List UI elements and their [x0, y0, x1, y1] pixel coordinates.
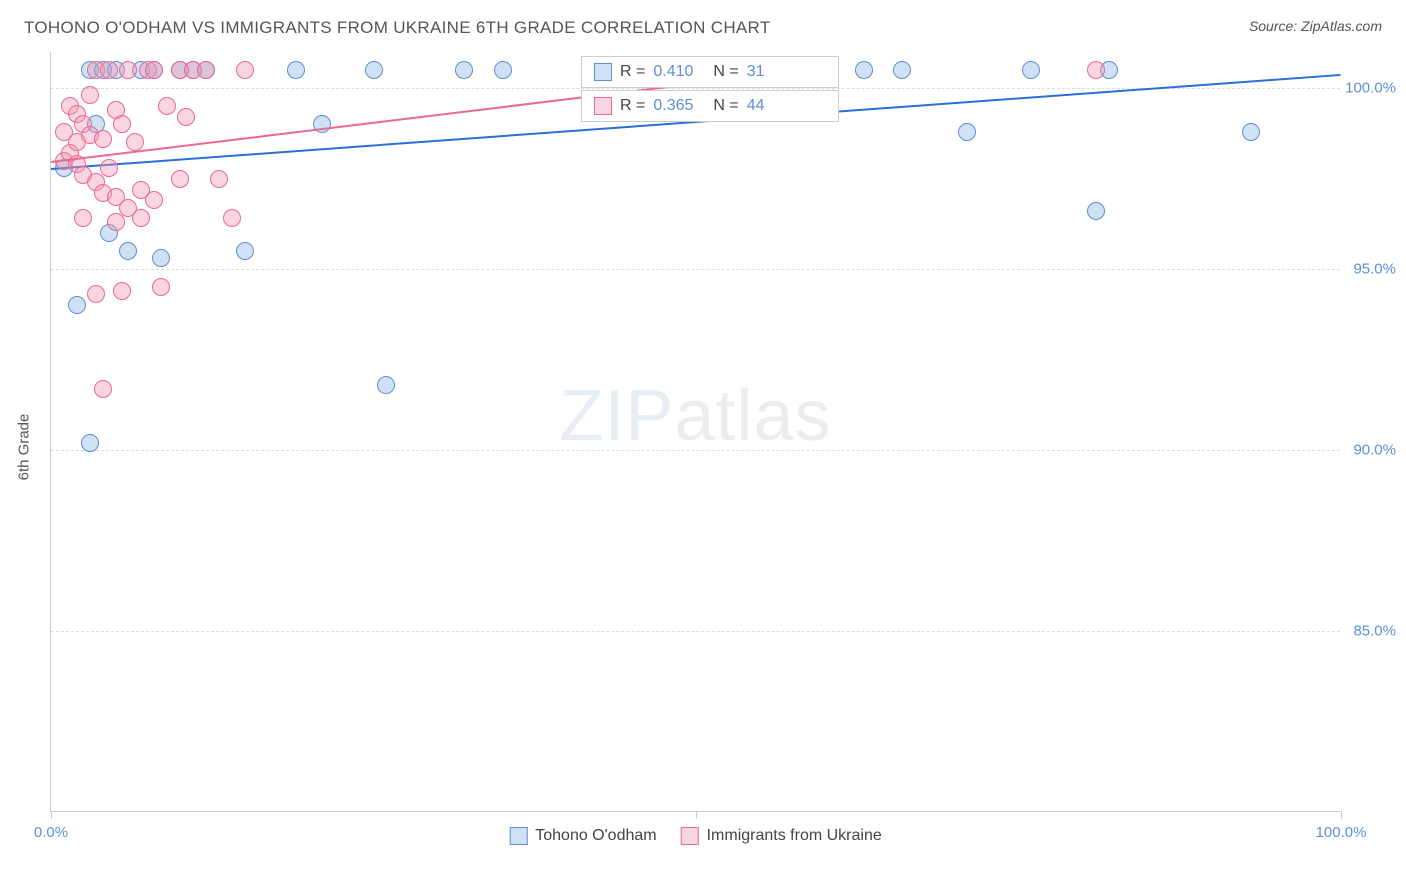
data-point: [377, 376, 395, 394]
plot-region: ZIPatlas 85.0%90.0%95.0%100.0%0.0%100.0%…: [50, 52, 1340, 812]
data-point: [1242, 123, 1260, 141]
data-point: [893, 61, 911, 79]
stats-r-label: R =: [620, 97, 645, 115]
y-axis-label: 6th Grade: [16, 414, 33, 481]
legend-item: Immigrants from Ukraine: [681, 827, 882, 845]
stats-row: R = 0.365 N = 44: [581, 90, 839, 122]
stats-n-value: 31: [747, 63, 765, 81]
data-point: [236, 61, 254, 79]
data-point: [236, 242, 254, 260]
data-point: [119, 61, 137, 79]
data-point: [287, 61, 305, 79]
data-point: [158, 97, 176, 115]
stats-r-value: 0.410: [653, 63, 693, 81]
stats-row: R = 0.410 N = 31: [581, 56, 839, 88]
y-tick-label: 85.0%: [1353, 623, 1396, 640]
data-point: [197, 61, 215, 79]
data-point: [223, 209, 241, 227]
data-point: [87, 285, 105, 303]
data-point: [210, 170, 228, 188]
data-point: [81, 434, 99, 452]
legend-swatch: [509, 827, 527, 845]
x-tick: [51, 811, 52, 819]
data-point: [74, 209, 92, 227]
data-point: [855, 61, 873, 79]
legend: Tohono O'odham Immigrants from Ukraine: [509, 827, 882, 845]
series-swatch: [594, 97, 612, 115]
series-swatch: [594, 63, 612, 81]
stats-n-label: N =: [713, 97, 738, 115]
x-tick: [1341, 811, 1342, 819]
y-tick-label: 90.0%: [1353, 442, 1396, 459]
data-point: [94, 130, 112, 148]
y-tick-label: 95.0%: [1353, 261, 1396, 278]
data-point: [107, 213, 125, 231]
data-point: [494, 61, 512, 79]
data-point: [455, 61, 473, 79]
watermark: ZIPatlas: [559, 375, 831, 457]
data-point: [1087, 202, 1105, 220]
x-tick: [696, 811, 697, 819]
data-point: [145, 61, 163, 79]
gridline-h: [51, 631, 1340, 632]
data-point: [1087, 61, 1105, 79]
source-attribution: Source: ZipAtlas.com: [1249, 18, 1382, 34]
data-point: [113, 115, 131, 133]
stats-n-label: N =: [713, 63, 738, 81]
data-point: [958, 123, 976, 141]
stats-n-value: 44: [747, 97, 765, 115]
data-point: [145, 191, 163, 209]
legend-item: Tohono O'odham: [509, 827, 656, 845]
gridline-h: [51, 450, 1340, 451]
x-tick-label: 0.0%: [34, 824, 68, 841]
data-point: [126, 133, 144, 151]
data-point: [1022, 61, 1040, 79]
stats-r-value: 0.365: [653, 97, 693, 115]
x-tick-label: 100.0%: [1316, 824, 1367, 841]
stats-r-label: R =: [620, 63, 645, 81]
data-point: [132, 209, 150, 227]
chart-area: 6th Grade ZIPatlas 85.0%90.0%95.0%100.0%…: [50, 52, 1390, 842]
data-point: [68, 296, 86, 314]
y-tick-label: 100.0%: [1345, 80, 1396, 97]
chart-title: TOHONO O'ODHAM VS IMMIGRANTS FROM UKRAIN…: [24, 18, 771, 38]
data-point: [100, 61, 118, 79]
data-point: [171, 170, 189, 188]
data-point: [94, 380, 112, 398]
data-point: [119, 242, 137, 260]
legend-label: Immigrants from Ukraine: [707, 827, 882, 845]
data-point: [81, 86, 99, 104]
data-point: [152, 278, 170, 296]
data-point: [113, 282, 131, 300]
data-point: [177, 108, 195, 126]
data-point: [365, 61, 383, 79]
gridline-h: [51, 269, 1340, 270]
data-point: [100, 159, 118, 177]
data-point: [152, 249, 170, 267]
legend-swatch: [681, 827, 699, 845]
legend-label: Tohono O'odham: [535, 827, 656, 845]
